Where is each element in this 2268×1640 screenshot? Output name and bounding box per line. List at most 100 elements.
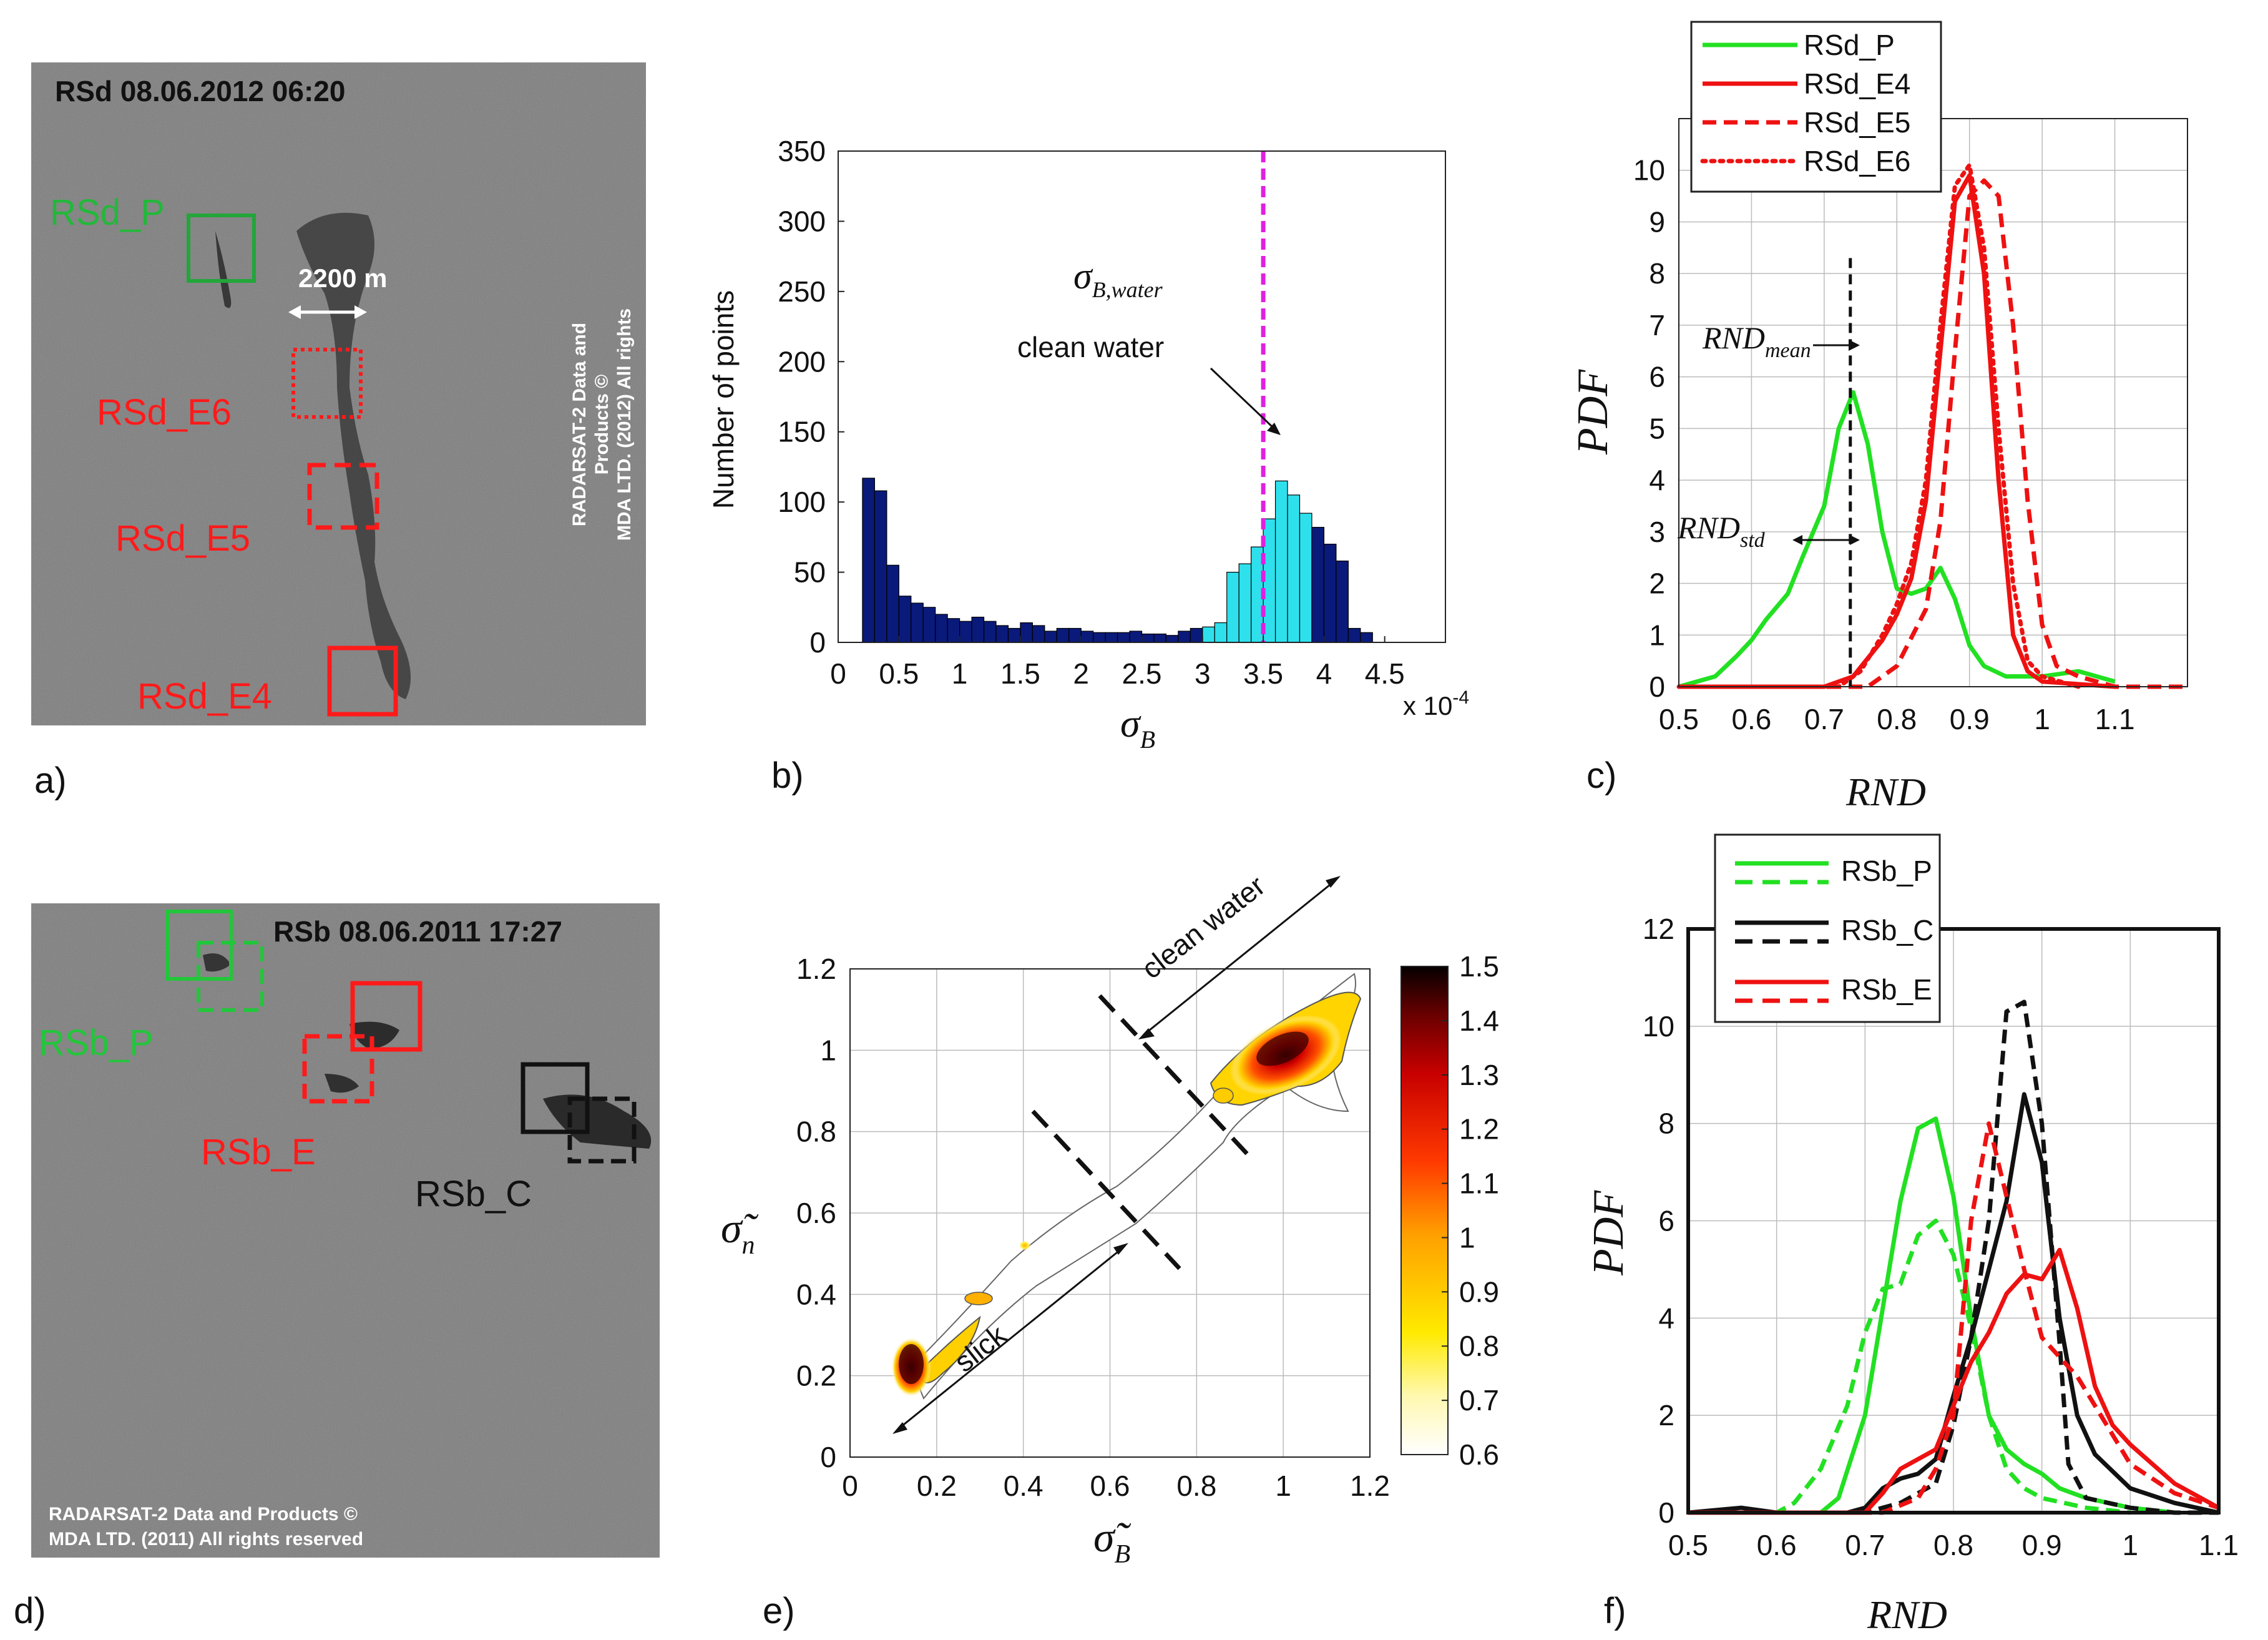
y-tick-label: 0.6 xyxy=(796,1197,836,1229)
x-tick-label: 0.5 xyxy=(1668,1529,1708,1561)
x-tick-label: 0.6 xyxy=(1090,1470,1130,1502)
box-rsd-e6 xyxy=(291,348,363,419)
histogram-bar xyxy=(1080,631,1094,643)
x-tick-label: 2 xyxy=(1073,657,1089,690)
chart-e-xticks: 0 0.2 0.4 0.6 0.8 1 1.2 xyxy=(842,1470,1390,1502)
chart-e-ylabel-sub: n xyxy=(742,1231,755,1260)
chart-b: 0 0.5 1 1.5 2 2.5 3 3.5 4 4.5 0 50 100 150 200 250 300 3… xyxy=(707,135,1469,796)
histogram-bar xyxy=(898,596,912,643)
chart-c-annot-std: RNDstd xyxy=(1677,510,1766,552)
chart-b-annot-sigma-main: σ xyxy=(1073,255,1093,297)
histogram-bar xyxy=(947,618,960,643)
chart-b-xticks: 0 0.5 1 1.5 2 2.5 3 3.5 4 4.5 xyxy=(830,636,1405,690)
colorbar-tick-label: 1.5 xyxy=(1459,950,1499,983)
colorbar-tick-label: 1.1 xyxy=(1459,1167,1499,1200)
colorbar-tick-label: 0.7 xyxy=(1459,1384,1499,1417)
y-tick-label: 5 xyxy=(1649,412,1665,444)
copyright-a-line3: MDA LTD. (2012) All rights xyxy=(614,308,635,541)
chart-c-legend-entries: RSd_P RSd_E4 RSd_E5 RSd_E6 xyxy=(1700,29,1910,177)
x-tick-label: 3.5 xyxy=(1243,657,1283,690)
x-tick-label: 0 xyxy=(842,1470,858,1502)
chart-b-xlabel-sub: B xyxy=(1140,725,1155,754)
chart-b-xlabel-main: σ xyxy=(1120,701,1141,745)
histogram-bar xyxy=(874,490,887,643)
y-tick-label: 150 xyxy=(778,416,826,448)
histogram-bar xyxy=(1129,631,1143,643)
chart-b-annot-sigma: σB,water xyxy=(1073,255,1163,302)
series-line xyxy=(1676,163,2081,689)
histogram-bar xyxy=(911,602,924,643)
chart-e-xlabel: σ̃B xyxy=(1093,1513,1132,1569)
y-tick-label: 100 xyxy=(778,486,826,518)
x-tick-label: 1.1 xyxy=(2199,1529,2239,1561)
x-tick-label: 0.5 xyxy=(879,657,919,690)
chart-b-ylabel: Number of points xyxy=(707,290,740,509)
y-tick-label: 4 xyxy=(1649,464,1665,496)
panel-d: RSb 08.06.2011 17:27 RSb_P RSb_E RSb_C R… xyxy=(14,903,660,1631)
chart-b-yticks: 0 50 100 150 200 250 300 350 xyxy=(778,135,844,659)
legend-label: RSd_E6 xyxy=(1804,145,1910,177)
copyright-d-line2: MDA LTD. (2011) All rights reserved xyxy=(49,1529,363,1549)
x-tick-label: 0 xyxy=(830,657,846,690)
x-tick-label: 0.6 xyxy=(1757,1529,1797,1561)
y-tick-label: 50 xyxy=(794,556,826,589)
x-tick-label: 0.8 xyxy=(1176,1470,1216,1502)
panel-label-d: d) xyxy=(14,1591,46,1631)
chart-f-legend-entries: RSb_P RSb_C RSb_E xyxy=(1735,855,1933,1006)
histogram-bar xyxy=(995,625,1009,643)
y-tick-label: 200 xyxy=(778,345,826,378)
legend-label: RSb_P xyxy=(1841,855,1932,887)
histogram-bar xyxy=(1165,635,1179,643)
box-rsd-e5 xyxy=(307,463,379,530)
y-tick-label: 0.8 xyxy=(796,1116,836,1148)
histogram-bar xyxy=(1093,632,1106,643)
histogram-bar xyxy=(983,621,997,643)
histogram-bar xyxy=(1311,527,1324,643)
copyright-a-line1: RADARSAT-2 Data and xyxy=(569,323,590,526)
x-tick-label: 1.5 xyxy=(1000,657,1040,690)
distance-arrow-left-head xyxy=(288,305,301,319)
box-rsb-p-dashed xyxy=(197,941,264,1012)
histogram-bar xyxy=(959,621,972,643)
y-tick-label: 6 xyxy=(1649,361,1665,393)
colorbar-tick-label: 0.9 xyxy=(1459,1275,1499,1308)
histogram-bar xyxy=(1214,622,1228,643)
chart-c-gridlines xyxy=(1678,119,2187,687)
series-line xyxy=(1679,178,2187,689)
histogram-bar xyxy=(922,607,936,643)
histogram-bar xyxy=(1178,631,1191,643)
chart-e-annot-clean: clean water xyxy=(1135,869,1271,985)
chart-e: clean water slick 0 0.2 0.4 0.6 0.8 1 1.2 00.2… xyxy=(721,869,1499,1631)
label-rsb-e: RSb_E xyxy=(201,1132,316,1172)
chart-e-separator-slick xyxy=(1031,1109,1181,1270)
colorbar-tick-label: 1.4 xyxy=(1459,1004,1499,1037)
histogram-bar xyxy=(1347,627,1361,643)
box-rsb-c-dashed xyxy=(567,1096,637,1164)
series-line xyxy=(1688,1247,2220,1515)
chart-b-bars xyxy=(862,478,1373,643)
chart-f-xlabel: RND xyxy=(1867,1593,1947,1637)
label-rsb-p: RSb_P xyxy=(39,1023,154,1063)
histogram-bar xyxy=(1007,627,1021,643)
x-tick-label: 0.9 xyxy=(1950,703,1990,735)
panel-label-a: a) xyxy=(34,760,67,801)
chart-c-ylabel: PDF xyxy=(1569,369,1617,455)
y-tick-label: 250 xyxy=(778,275,826,308)
histogram-bar xyxy=(1068,627,1082,643)
box-rsd-e4 xyxy=(327,646,398,717)
series-line xyxy=(1688,999,2219,1515)
y-tick-label: 1.2 xyxy=(796,953,836,985)
y-tick-label: 2 xyxy=(1649,567,1665,600)
chart-b-xlabel: σB xyxy=(1120,701,1155,754)
chart-b-frame xyxy=(838,150,1446,643)
slick-rsb-c xyxy=(543,1094,652,1149)
chart-e-slick-arrow-head-a xyxy=(892,1422,907,1434)
histogram-bar xyxy=(1202,626,1215,643)
histogram-bar xyxy=(1238,563,1252,643)
chart-f-yticks: 0 2 4 6 8 10 12 xyxy=(1643,913,1674,1529)
histogram-bar xyxy=(1360,632,1373,643)
chart-c-yticks: 0 1 2 3 4 5 6 7 8 9 10 xyxy=(1633,154,1665,703)
chart-f-frame xyxy=(1686,927,2221,1515)
legend-label: RSd_E4 xyxy=(1804,67,1910,100)
